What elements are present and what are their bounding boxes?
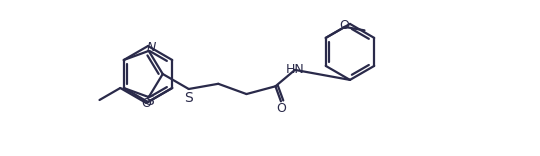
Text: S: S: [145, 94, 154, 108]
Text: O: O: [276, 102, 286, 115]
Text: O: O: [339, 19, 349, 32]
Text: N: N: [147, 41, 157, 54]
Text: HN: HN: [286, 63, 305, 76]
Text: O: O: [141, 97, 151, 110]
Text: S: S: [184, 91, 193, 105]
